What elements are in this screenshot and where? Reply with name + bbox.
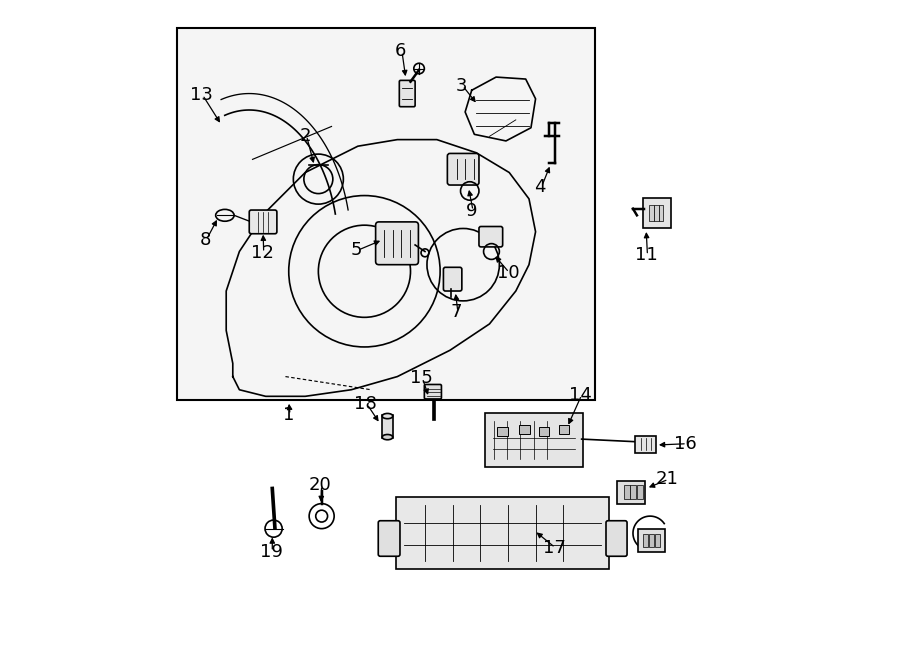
FancyBboxPatch shape <box>400 81 415 106</box>
FancyBboxPatch shape <box>643 534 648 547</box>
Text: 19: 19 <box>259 543 283 561</box>
Ellipse shape <box>382 434 392 440</box>
FancyBboxPatch shape <box>539 426 549 436</box>
Text: 2: 2 <box>300 127 310 145</box>
Text: 7: 7 <box>451 303 463 321</box>
Text: 15: 15 <box>410 369 433 387</box>
FancyBboxPatch shape <box>176 28 595 400</box>
FancyBboxPatch shape <box>444 267 462 291</box>
Text: 20: 20 <box>309 476 332 494</box>
FancyBboxPatch shape <box>643 198 670 228</box>
FancyBboxPatch shape <box>606 521 627 557</box>
Text: 6: 6 <box>395 42 406 60</box>
FancyBboxPatch shape <box>649 534 654 547</box>
Ellipse shape <box>382 413 392 418</box>
FancyBboxPatch shape <box>424 385 441 399</box>
FancyBboxPatch shape <box>638 529 664 552</box>
FancyBboxPatch shape <box>249 210 277 234</box>
FancyBboxPatch shape <box>559 425 569 434</box>
FancyBboxPatch shape <box>650 205 654 221</box>
Text: 16: 16 <box>674 435 697 453</box>
FancyBboxPatch shape <box>659 205 663 221</box>
Text: 21: 21 <box>656 470 679 488</box>
FancyBboxPatch shape <box>519 424 529 434</box>
Text: 17: 17 <box>543 539 565 557</box>
Text: 10: 10 <box>497 264 519 282</box>
FancyBboxPatch shape <box>396 497 609 568</box>
FancyBboxPatch shape <box>447 153 479 185</box>
FancyBboxPatch shape <box>617 481 644 504</box>
Text: 11: 11 <box>634 247 658 264</box>
Text: 9: 9 <box>466 202 478 219</box>
Text: 18: 18 <box>355 395 377 413</box>
FancyBboxPatch shape <box>637 485 643 499</box>
Text: 8: 8 <box>200 231 211 249</box>
Text: 13: 13 <box>190 86 212 104</box>
FancyBboxPatch shape <box>630 485 636 499</box>
FancyBboxPatch shape <box>485 412 583 467</box>
Text: 4: 4 <box>535 178 546 196</box>
Text: 12: 12 <box>251 244 274 262</box>
Text: 1: 1 <box>283 406 294 424</box>
Text: 14: 14 <box>569 386 592 404</box>
FancyBboxPatch shape <box>479 227 503 247</box>
Text: 3: 3 <box>455 77 467 95</box>
FancyBboxPatch shape <box>635 436 656 453</box>
FancyBboxPatch shape <box>654 534 660 547</box>
FancyBboxPatch shape <box>624 485 630 499</box>
FancyBboxPatch shape <box>654 205 659 221</box>
Text: 5: 5 <box>351 241 363 259</box>
FancyBboxPatch shape <box>378 521 400 557</box>
FancyBboxPatch shape <box>375 222 419 264</box>
FancyBboxPatch shape <box>498 426 508 436</box>
FancyBboxPatch shape <box>382 415 393 438</box>
